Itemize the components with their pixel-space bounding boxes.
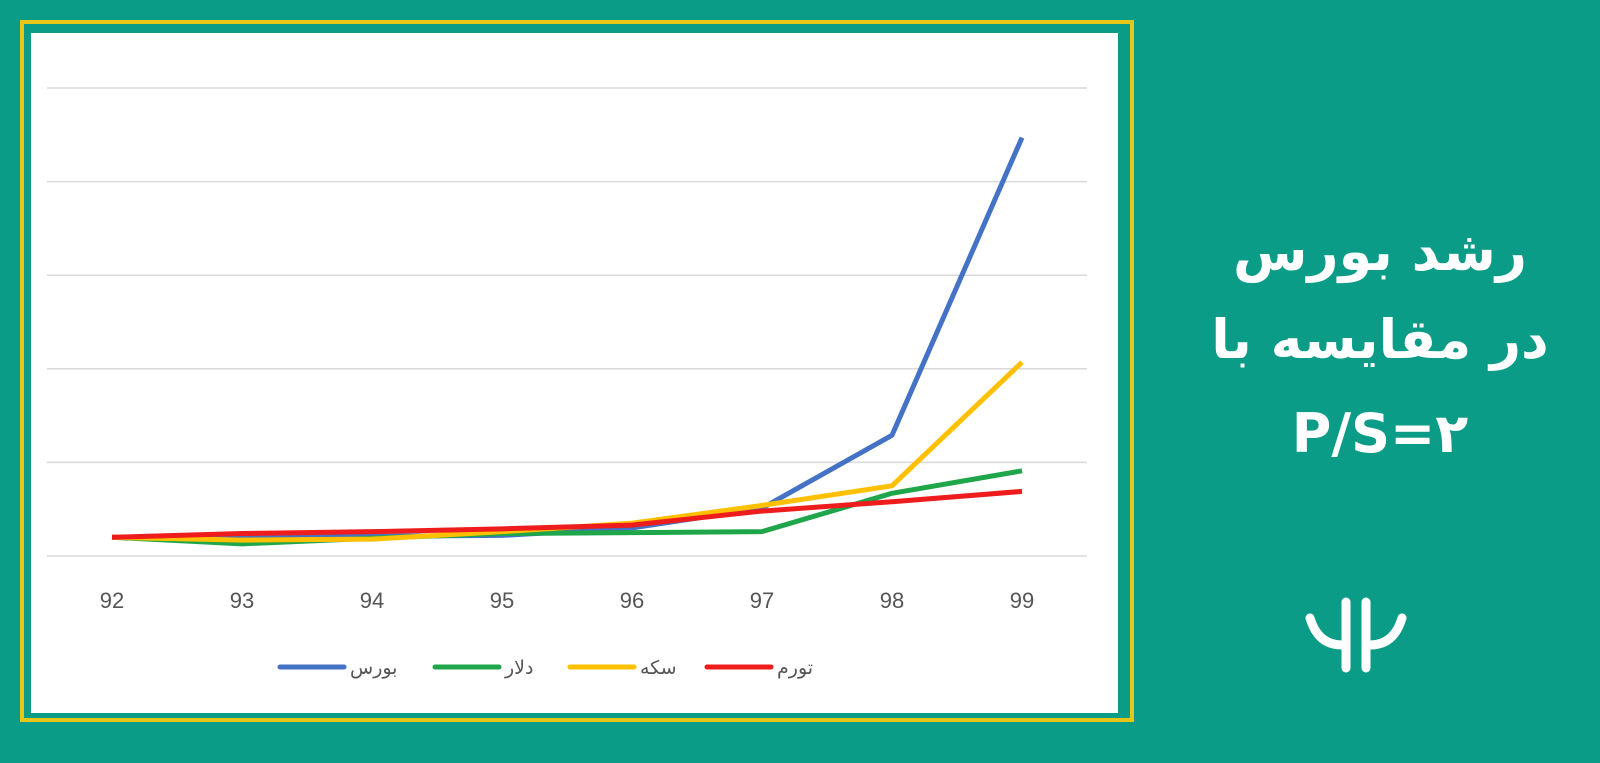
logo	[1305, 597, 1407, 673]
frame	[20, 20, 1134, 722]
legend-label: دلار	[504, 657, 533, 679]
title-line: در مقایسه با	[1211, 308, 1549, 371]
line	[111, 468, 1023, 547]
line	[111, 488, 1023, 540]
plot-panel	[31, 33, 1118, 713]
x-tick-label: 93	[230, 588, 254, 613]
title-line: رشد بورس	[1233, 220, 1527, 283]
legend-label: سکه	[640, 657, 677, 679]
x-tick-label: 97	[750, 588, 774, 613]
x-tick-label: 99	[1010, 588, 1034, 613]
legend-label: تورم	[777, 657, 813, 679]
title-line: P/S=۲	[1292, 402, 1468, 465]
x-tick-label: 92	[100, 588, 124, 613]
x-tick-label: 94	[360, 588, 384, 613]
x-tick-label: 98	[880, 588, 904, 613]
legend-label: بورس	[350, 657, 397, 679]
x-tick-label: 95	[490, 588, 514, 613]
x-tick-label: 96	[620, 588, 644, 613]
